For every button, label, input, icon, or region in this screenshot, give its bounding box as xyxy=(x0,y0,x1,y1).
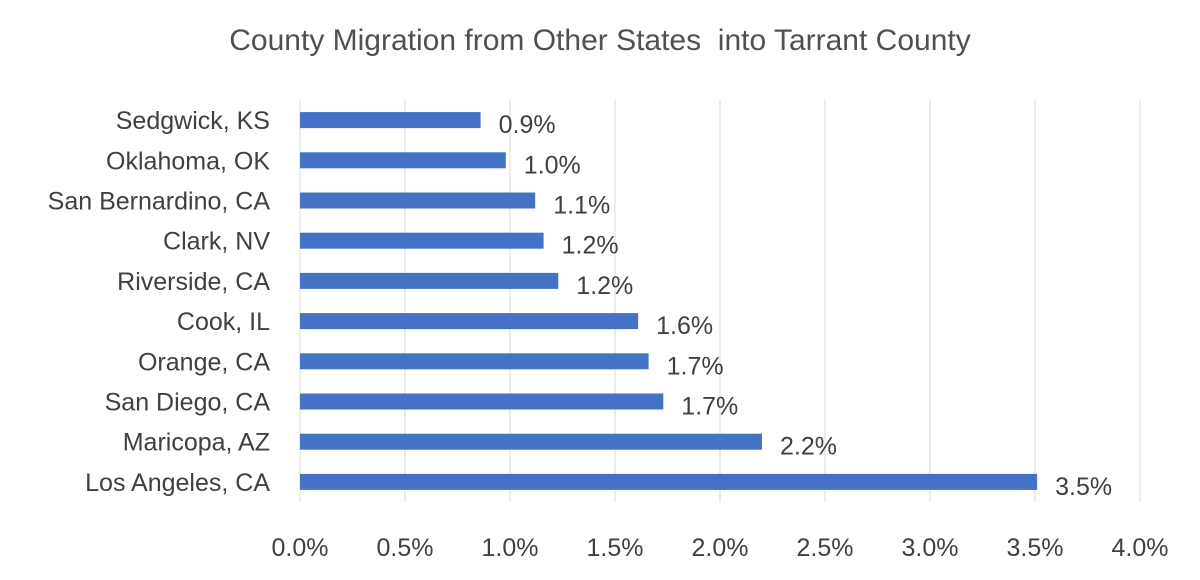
data-label: 1.0% xyxy=(524,151,581,179)
category-label: Los Angeles, CA xyxy=(85,469,270,497)
x-tick-label: 3.0% xyxy=(902,534,959,562)
x-tick-label: 2.5% xyxy=(797,534,854,562)
bar xyxy=(300,313,639,330)
data-label: 1.2% xyxy=(576,272,633,300)
category-label: Cook, IL xyxy=(177,308,270,336)
bar xyxy=(300,232,544,249)
data-label: 1.7% xyxy=(667,352,724,380)
x-tick-label: 2.0% xyxy=(692,534,749,562)
x-tick-label: 0.0% xyxy=(272,534,329,562)
x-tick-label: 0.5% xyxy=(377,534,434,562)
data-label: 3.5% xyxy=(1055,473,1112,501)
x-tick-label: 4.0% xyxy=(1112,534,1169,562)
chart-title: County Migration from Other States into … xyxy=(229,24,971,57)
data-label: 1.1% xyxy=(553,192,610,220)
data-label: 1.6% xyxy=(656,312,713,340)
bar xyxy=(300,473,1038,490)
category-label: San Diego, CA xyxy=(105,389,271,417)
data-label: 1.7% xyxy=(681,393,738,421)
bar xyxy=(300,192,536,209)
data-label: 2.2% xyxy=(780,433,837,461)
value-labels: 0.9% 1.0% 1.1% 1.2% 1.2% 1.6% 1.7% 1.7% 2.2% 3.5% xyxy=(499,111,1112,501)
bar xyxy=(300,433,762,450)
category-label: Clark, NV xyxy=(163,228,270,256)
category-label: Riverside, CA xyxy=(117,268,270,296)
category-label: Oklahoma, OK xyxy=(106,147,270,175)
bar xyxy=(300,393,664,410)
category-label: Orange, CA xyxy=(138,348,270,376)
data-label: 1.2% xyxy=(562,232,619,260)
category-label: Maricopa, AZ xyxy=(123,429,270,457)
category-label: Sedgwick, KS xyxy=(116,107,270,135)
bar xyxy=(300,112,481,129)
x-tick-label: 3.5% xyxy=(1007,534,1064,562)
x-tick-label: 1.5% xyxy=(587,534,644,562)
x-tick-label: 1.0% xyxy=(482,534,539,562)
bars xyxy=(300,112,1038,490)
category-labels: Sedgwick, KS Oklahoma, OK San Bernardino, … xyxy=(48,107,271,497)
category-label: San Bernardino, CA xyxy=(48,188,271,216)
bar xyxy=(300,272,559,289)
x-axis-tick-labels: 0.0% 0.5% 1.0% 1.5% 2.0% 2.5% 3.0% 3.5% 4.0% xyxy=(272,534,1169,562)
data-label: 0.9% xyxy=(499,111,556,139)
bar xyxy=(300,152,506,169)
bar xyxy=(300,353,649,370)
